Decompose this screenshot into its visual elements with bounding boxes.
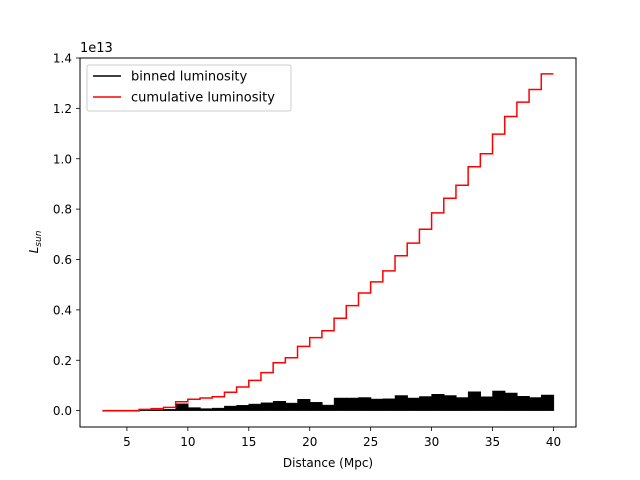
legend-frame <box>86 64 292 112</box>
binned-luminosity-bar <box>187 407 201 411</box>
x-tick-label: 25 <box>363 435 378 449</box>
y-tick-label: 0.4 <box>53 303 72 317</box>
binned-luminosity-bar <box>163 409 177 411</box>
axes <box>79 57 577 428</box>
y-axis-label: Lsun <box>27 230 44 253</box>
y-tick-label: 1.0 <box>53 152 72 166</box>
x-tick-label: 5 <box>123 435 131 449</box>
plot-area <box>102 73 555 412</box>
x-tick-label: 20 <box>302 435 317 449</box>
binned-luminosity-bar <box>285 402 299 411</box>
x-tick-label: 30 <box>424 435 439 449</box>
legend-label-cumulative: cumulative luminosity <box>131 91 275 106</box>
binned-luminosity-bar <box>260 402 274 411</box>
binned-luminosity-bar <box>406 397 421 411</box>
binned-luminosity-bar <box>199 408 213 411</box>
binned-luminosity-bar <box>516 396 530 411</box>
binned-luminosity-bar <box>211 407 226 411</box>
x-ticks: 5 10 15 20 25 30 35 40 <box>123 427 561 449</box>
binned-luminosity-bar <box>382 398 396 411</box>
binned-luminosity-bar <box>175 403 189 411</box>
x-tick-label: 40 <box>546 435 561 449</box>
x-tick-label: 10 <box>180 435 195 449</box>
axes-frame <box>79 57 577 428</box>
binned-luminosity-bar <box>224 405 238 411</box>
binned-luminosity-bar <box>455 397 469 411</box>
y-tick-label: 0.0 <box>53 404 72 418</box>
binned-luminosity-bar <box>248 403 262 411</box>
binned-luminosity-bar <box>297 399 311 411</box>
binned-luminosity-bar <box>370 398 384 411</box>
x-tick-label: 35 <box>485 435 500 449</box>
cumulative-luminosity-line <box>102 73 554 412</box>
binned-luminosity-bar <box>467 391 481 411</box>
binned-luminosity-bar <box>346 397 360 411</box>
binned-luminosity-bar <box>394 395 408 411</box>
binned-luminosity-bar <box>492 390 506 411</box>
y-ticks: 0.0 0.2 0.4 0.6 0.8 1.0 1.2 1.4 <box>53 52 80 418</box>
x-tick-label: 15 <box>241 435 256 449</box>
binned-luminosity-bar <box>321 404 335 411</box>
binned-luminosity-bar <box>333 397 347 411</box>
binned-luminosity-bar <box>309 402 323 411</box>
y-tick-label: 0.6 <box>53 253 72 267</box>
y-tick-label: 0.8 <box>53 203 72 217</box>
binned-luminosity-bar <box>236 405 250 411</box>
y-tick-label: 0.2 <box>53 354 72 368</box>
binned-luminosity-bar <box>541 394 555 411</box>
binned-luminosity-bar <box>419 396 433 411</box>
binned-luminosity-bar <box>272 401 287 411</box>
binned-luminosity-bar <box>480 396 494 411</box>
legend-label-binned: binned luminosity <box>131 70 248 85</box>
binned-luminosity-bar <box>443 395 457 411</box>
y-axis-label-main: L <box>27 247 41 254</box>
binned-luminosity-bar <box>504 392 518 411</box>
binned-luminosity-bar <box>431 394 445 411</box>
y-tick-label: 1.2 <box>53 102 72 116</box>
legend: binned luminosity cumulative luminosity <box>86 64 292 112</box>
y-tick-label: 1.4 <box>53 52 72 66</box>
y-offset-text: 1e13 <box>80 41 113 56</box>
binned-luminosity-bar <box>358 397 372 411</box>
y-axis-label-sub: sun <box>34 230 44 246</box>
binned-luminosity-bar <box>151 409 165 411</box>
binned-luminosity-bar <box>528 397 542 411</box>
x-axis-label: Distance (Mpc) <box>283 456 373 470</box>
